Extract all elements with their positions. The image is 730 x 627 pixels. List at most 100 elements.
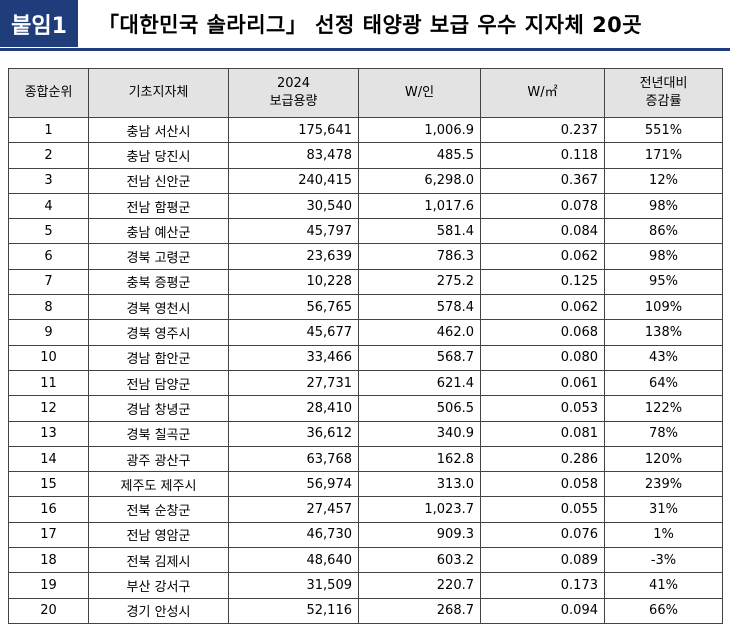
table-cell: 0.089 [480,547,605,574]
table-cell: 0.058 [480,471,605,498]
table-row: 9 경북 영주시 45,677 462.0 0.068 138% [8,319,723,346]
table-cell: 19 [8,572,89,599]
table-cell: 20 [8,597,89,624]
table-cell: 138% [604,319,723,346]
table-cell: 621.4 [358,369,481,397]
table-cell: 경북 칠곡군 [88,420,229,447]
table-cell: 41% [604,572,723,599]
table-cell: 0.055 [480,496,605,523]
column-header: W/㎡ [480,68,605,118]
table-cell: 909.3 [358,521,481,549]
table-cell: 23,639 [228,243,359,270]
table-cell: 0.125 [480,268,605,296]
header-row: 종합순위 기초지자체 2024 보급용량 W/인 W/㎡ 전년대비 증감률 [8,68,723,118]
table-row: 17 전남 영암군 46,730 909.3 0.076 1% [8,521,723,549]
table-row: 19 부산 강서구 31,509 220.7 0.173 41% [8,572,723,599]
table-cell: 30,540 [228,192,359,220]
table-cell: 78% [604,420,723,447]
column-header: 전년대비 증감률 [604,68,723,118]
table-cell: 16 [8,496,89,523]
table-cell: 98% [604,192,723,220]
table-cell: 6 [8,243,89,270]
table-cell: 28,410 [228,395,359,422]
table-cell: 전남 영암군 [88,521,229,549]
table-cell: 9 [8,319,89,346]
table-cell: 506.5 [358,395,481,422]
table-row: 11 전남 담양군 27,731 621.4 0.061 64% [8,369,723,397]
table-cell: 568.7 [358,344,481,371]
table-cell: 11 [8,369,89,397]
table-cell: 36,612 [228,420,359,447]
table-cell: 1,023.7 [358,496,481,523]
table-cell: 0.237 [480,116,605,144]
table-cell: 8 [8,294,89,321]
table-row: 10 경남 함안군 33,466 568.7 0.080 43% [8,344,723,371]
table-cell: 18 [8,547,89,574]
table-row: 7 충북 증평군 10,228 275.2 0.125 95% [8,268,723,296]
table-cell: 27,731 [228,369,359,397]
table-cell: 0.118 [480,142,605,169]
table-cell: 462.0 [358,319,481,346]
table-cell: 충남 서산시 [88,116,229,144]
table-cell: 0.080 [480,344,605,371]
table-cell: -3% [604,547,723,574]
table-cell: 31% [604,496,723,523]
table-cell: 485.5 [358,142,481,169]
table-body: 1 충남 서산시 175,641 1,006.9 0.237 551% 2 충남 당진시 83,… [8,116,723,624]
table-cell: 경북 영천시 [88,294,229,321]
table-cell: 12% [604,167,723,194]
table-cell: 98% [604,243,723,270]
table-cell: 경남 함안군 [88,344,229,371]
table-cell: 전북 순창군 [88,496,229,523]
table-cell: 48,640 [228,547,359,574]
table-cell: 경기 안성시 [88,597,229,624]
table-cell: 5 [8,218,89,245]
table-cell: 56,974 [228,471,359,498]
table-cell: 0.078 [480,192,605,220]
table-row: 18 전북 김제시 48,640 603.2 0.089 -3% [8,547,723,574]
table-cell: 13 [8,420,89,447]
table-cell: 충남 예산군 [88,218,229,245]
table-cell: 3 [8,167,89,194]
table-row: 2 충남 당진시 83,478 485.5 0.118 171% [8,142,723,169]
table-cell: 2 [8,142,89,169]
table-cell: 52,116 [228,597,359,624]
table-row: 5 충남 예산군 45,797 581.4 0.084 86% [8,218,723,245]
table-cell: 10 [8,344,89,371]
table-cell: 제주도 제주시 [88,471,229,498]
table-cell: 0.061 [480,369,605,397]
table-cell: 220.7 [358,572,481,599]
title: 「대한민국 솔라리그」 선정 태양광 보급 우수 지자체 20곳 [98,12,643,37]
table-cell: 1% [604,521,723,549]
table-cell: 0.053 [480,395,605,422]
table-cell: 전남 신안군 [88,167,229,194]
table-cell: 0.062 [480,294,605,321]
table-cell: 전북 김제시 [88,547,229,574]
table-cell: 66% [604,597,723,624]
table-cell: 43% [604,344,723,371]
table-cell: 45,677 [228,319,359,346]
table-cell: 충북 증평군 [88,268,229,296]
table-cell: 786.3 [358,243,481,270]
table-cell: 0.076 [480,521,605,549]
table-cell: 0.367 [480,167,605,194]
table-row: 8 경북 영천시 56,765 578.4 0.062 109% [8,294,723,321]
table-row: 6 경북 고령군 23,639 786.3 0.062 98% [8,243,723,270]
table-cell: 171% [604,142,723,169]
table-cell: 전남 담양군 [88,369,229,397]
table-cell: 33,466 [228,344,359,371]
table-cell: 578.4 [358,294,481,321]
table-cell: 부산 강서구 [88,572,229,599]
table-cell: 0.094 [480,597,605,624]
badge: 붙임1 [0,0,78,47]
table-row: 3 전남 신안군 240,415 6,298.0 0.367 12% [8,167,723,194]
table-cell: 12 [8,395,89,422]
table-row: 14 광주 광산구 63,768 162.8 0.286 120% [8,445,723,473]
table-row: 12 경남 창녕군 28,410 506.5 0.053 122% [8,395,723,422]
table-cell: 경북 고령군 [88,243,229,270]
table-cell: 0.062 [480,243,605,270]
table-cell: 10,228 [228,268,359,296]
table-cell: 109% [604,294,723,321]
table-cell: 1,006.9 [358,116,481,144]
